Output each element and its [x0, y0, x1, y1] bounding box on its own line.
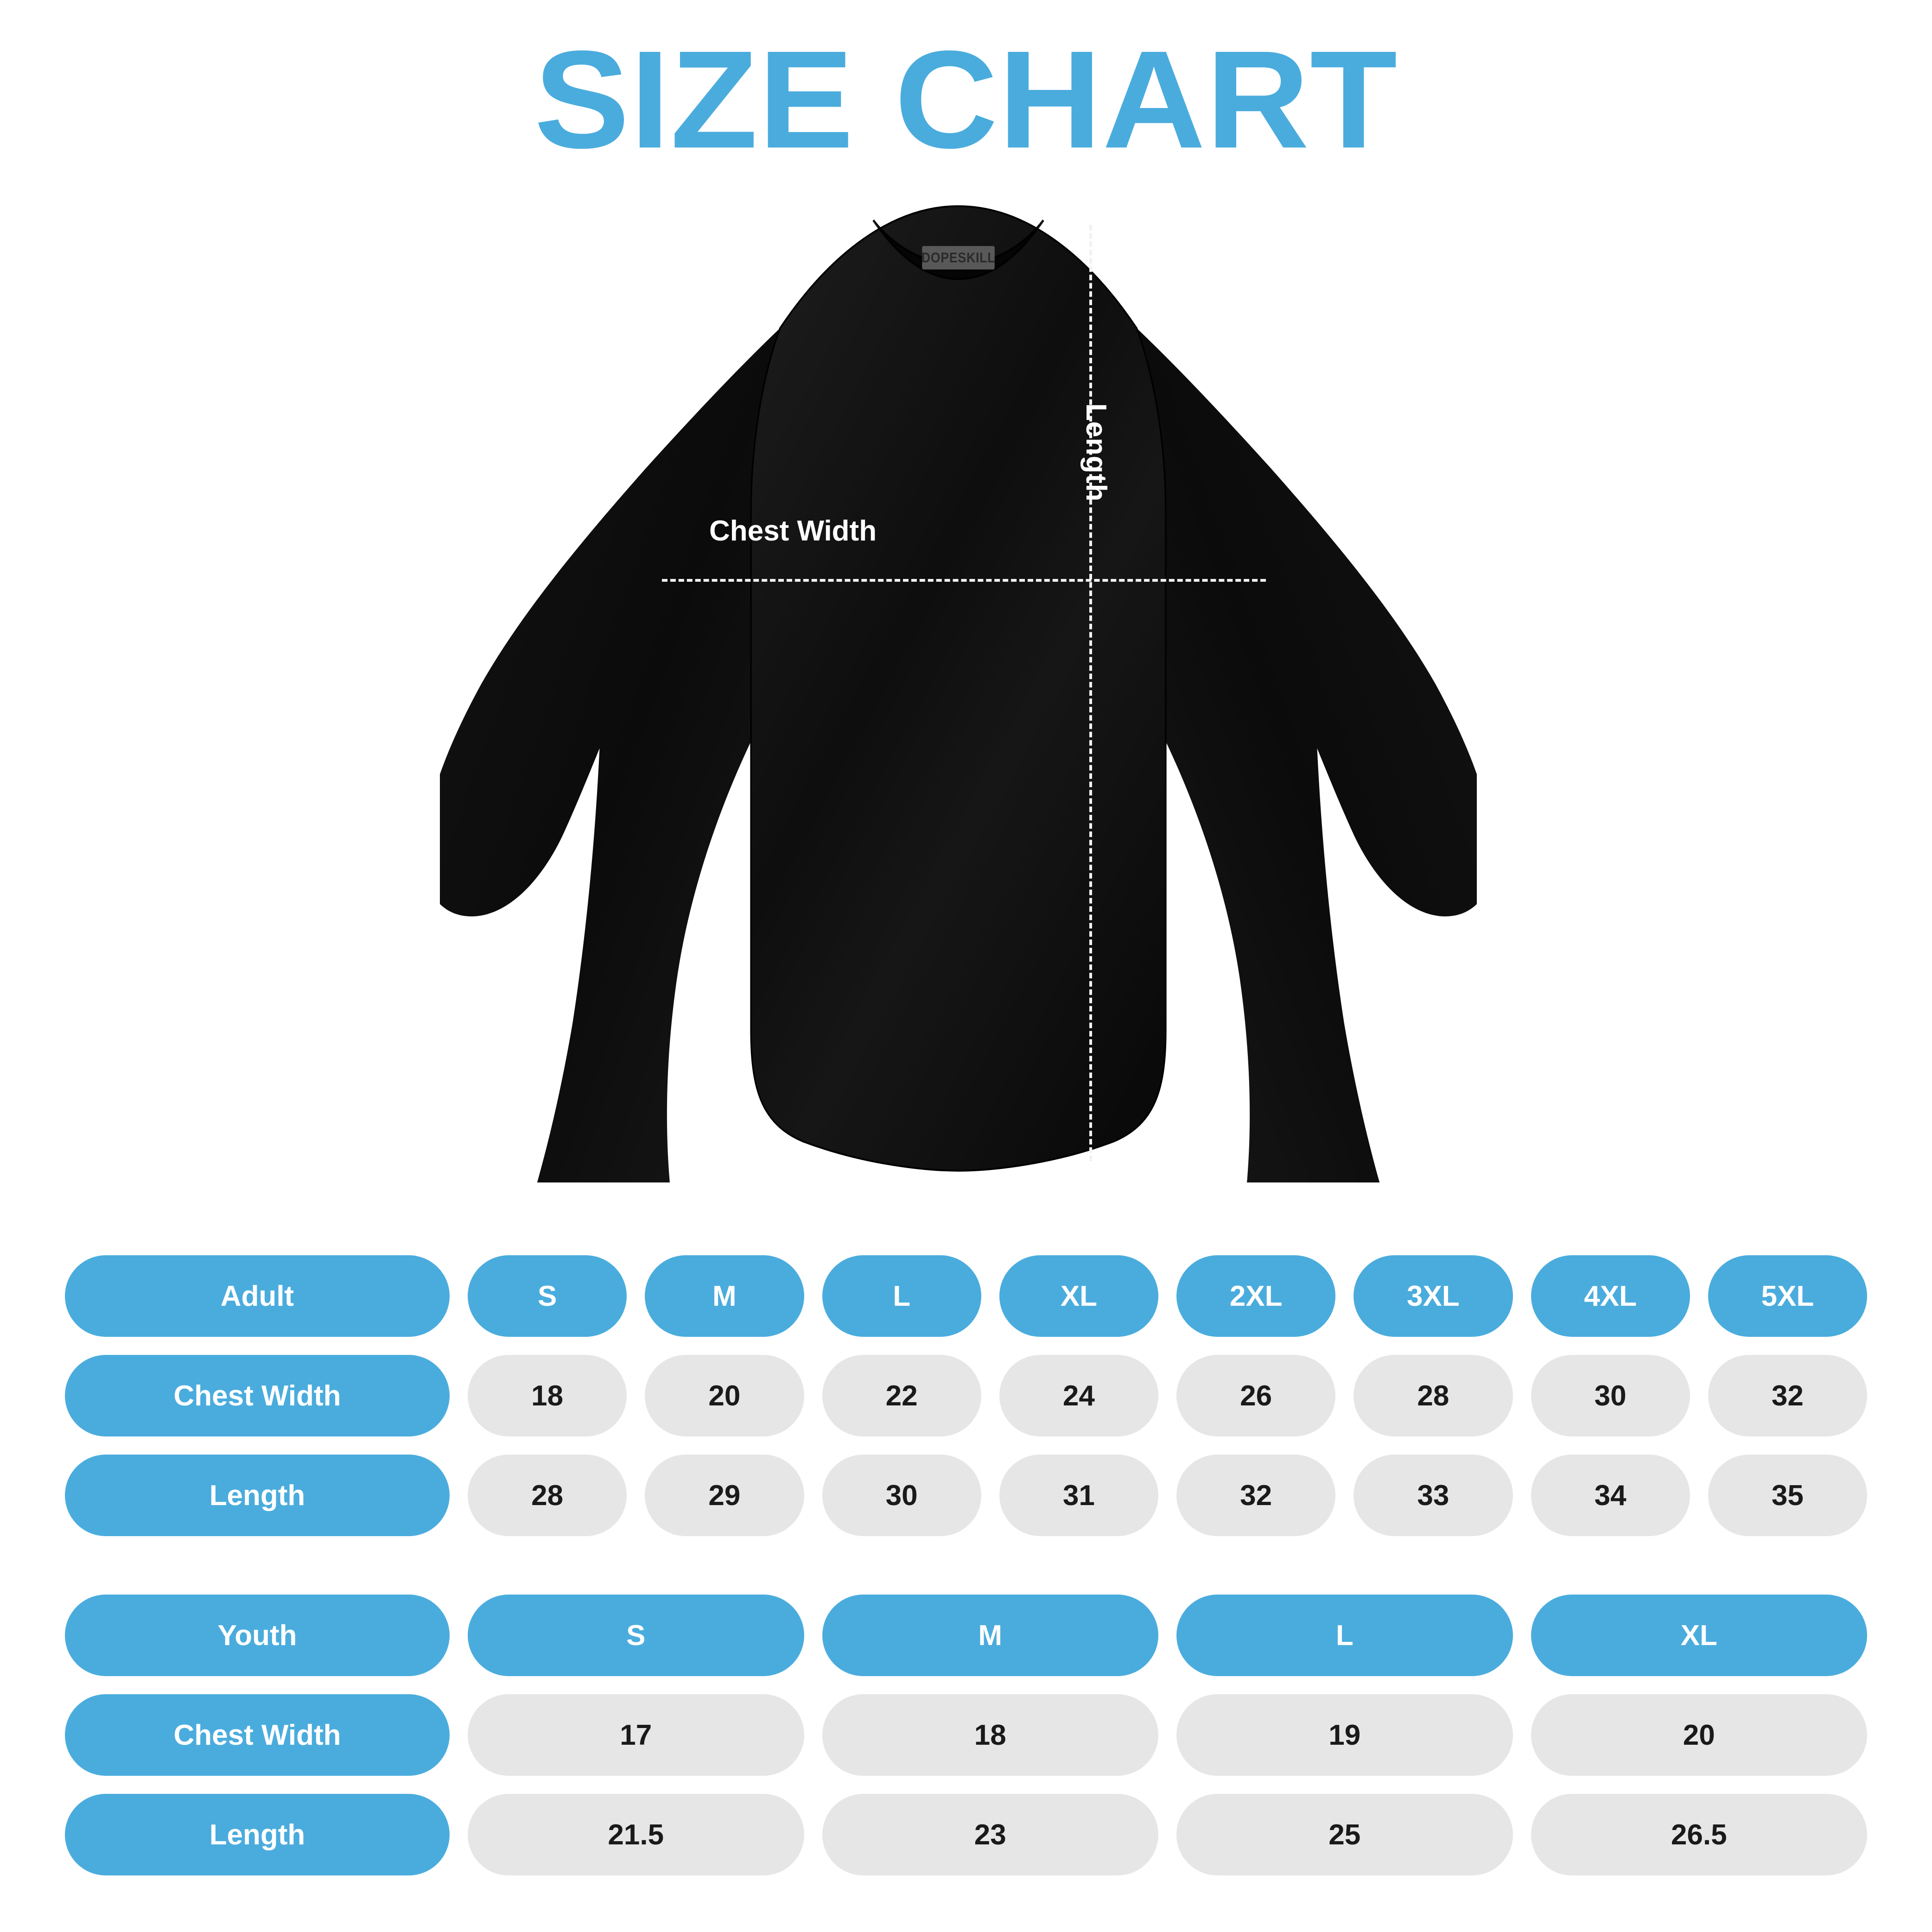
svg-text:DOPESKILL: DOPESKILL: [922, 250, 996, 266]
